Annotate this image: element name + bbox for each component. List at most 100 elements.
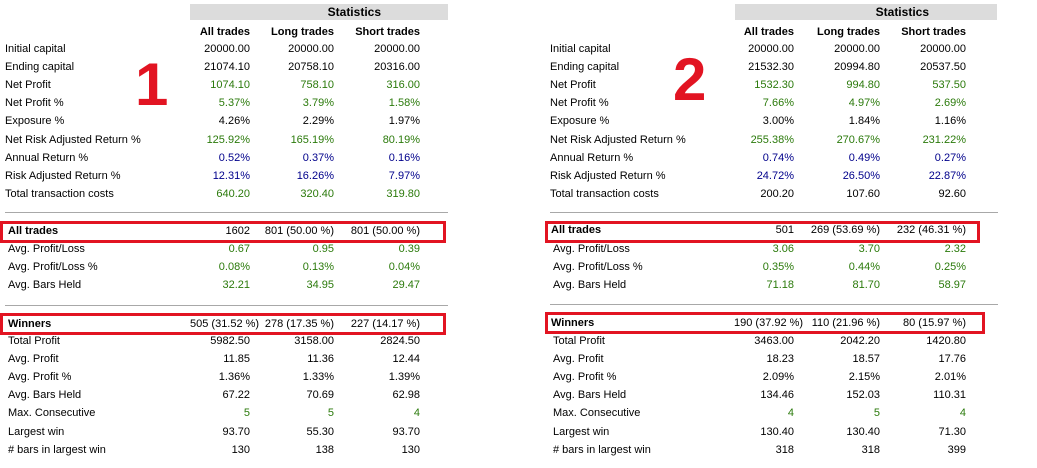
long-trades-value: 1.33% — [302, 371, 334, 383]
stat-row: Avg. Bars Held 71.18 81.70 58.97 — [545, 277, 1000, 294]
short-trades-value: 17.76 — [938, 353, 966, 365]
all-trades-value: 0.35% — [762, 261, 794, 273]
divider — [5, 212, 448, 213]
stat-label: Annual Return % — [5, 152, 89, 164]
statistics-panel-2: Statistics All trades Long trades Short … — [545, 0, 1000, 468]
column-header-all-trades: All trades — [743, 26, 794, 38]
stat-label: Avg. Profit % — [8, 371, 72, 383]
all-trades-value: 200.20 — [760, 188, 794, 200]
all-trades-value: 125.92% — [206, 134, 250, 146]
stat-label: Largest win — [553, 426, 610, 438]
stat-label: Avg. Bars Held — [8, 279, 82, 291]
short-trades-value: 399 — [947, 444, 966, 456]
stat-row: Avg. Profit/Loss % 0.08% 0.13% 0.04% — [0, 259, 450, 276]
long-trades-value: 165.19% — [290, 134, 334, 146]
all-trades-value: 318 — [775, 444, 794, 456]
long-trades-value: 107.60 — [846, 188, 880, 200]
section-header-row: All trades 1602 801 (50.00 %) 801 (50.00 %) — [0, 223, 450, 240]
stat-label: Avg. Profit/Loss % — [553, 261, 643, 273]
winners-highlight-box — [545, 312, 985, 334]
stat-row: Total transaction costs 200.20 107.60 92.60 — [545, 186, 1000, 203]
all-trades-highlight-box — [0, 221, 446, 243]
stat-label: Largest win — [8, 426, 65, 438]
long-trades-value: 20994.80 — [834, 61, 880, 73]
stat-label: All trades — [551, 224, 602, 236]
stat-label: Avg. Profit % — [553, 371, 617, 383]
short-trades-value: 0.39 — [398, 243, 420, 255]
stat-row: Avg. Bars Held 32.21 34.95 29.47 — [0, 277, 450, 294]
long-trades-value: 994.80 — [846, 79, 880, 91]
stat-row: Net Risk Adjusted Return % 125.92% 165.19%… — [0, 132, 450, 149]
stat-label: Initial capital — [550, 43, 611, 55]
stat-label: Ending capital — [550, 61, 620, 73]
short-trades-value: 537.50 — [932, 79, 966, 91]
column-header-short-trades: Short trades — [901, 26, 966, 38]
long-trades-value: 11.36 — [307, 353, 334, 365]
stat-label: Max. Consecutive — [553, 407, 641, 419]
long-trades-value: 5 — [327, 407, 334, 419]
stat-row: Initial capital 20000.00 20000.00 20000.00 — [545, 41, 1000, 58]
stat-row: Avg. Profit % 2.09% 2.15% 2.01% — [545, 369, 1000, 386]
stat-row: Net Risk Adjusted Return % 255.38% 270.67%… — [545, 132, 1000, 149]
stat-row: Ending capital 21074.10 20758.10 20316.00 — [0, 59, 450, 76]
section-header-row: Winners 190 (37.92 %) 110 (21.96 %) 80 (15.… — [545, 315, 1000, 332]
stat-row: # bars in largest win 318 318 399 — [545, 442, 1000, 459]
stat-row: # bars in largest win 130 138 130 — [0, 442, 450, 459]
long-trades-value: 26.50% — [842, 170, 880, 182]
long-trades-value: 0.49% — [848, 152, 880, 164]
all-trades-value: 7.66% — [762, 97, 794, 109]
all-trades-value: 3.06 — [772, 243, 794, 255]
all-trades-value: 134.46 — [760, 389, 794, 401]
stat-label: Total Profit — [553, 335, 605, 347]
stat-row: Total Profit 5982.50 3158.00 2824.50 — [0, 333, 450, 350]
stat-label: Net Risk Adjusted Return % — [550, 134, 686, 146]
stat-row: Net Profit 1074.10 758.10 316.00 — [0, 77, 450, 94]
all-trades-value: 20000.00 — [204, 43, 250, 55]
stat-row: Avg. Profit 18.23 18.57 17.76 — [545, 351, 1000, 368]
stat-label: # bars in largest win — [553, 444, 651, 456]
all-trades-value: 0.74% — [762, 152, 794, 164]
stat-label: All trades — [8, 225, 59, 237]
stat-label: Net Profit — [550, 79, 596, 91]
long-trades-value: 3158.00 — [294, 335, 334, 347]
long-trades-value: 16.26% — [296, 170, 334, 182]
stat-label: Avg. Profit — [8, 353, 59, 365]
long-trades-value: 5 — [873, 407, 880, 419]
stat-row: Net Profit % 5.37% 3.79% 1.58% — [0, 95, 450, 112]
marker-number: 2 — [673, 46, 707, 113]
long-trades-value: 2.29% — [302, 115, 334, 127]
all-trades-value: 5 — [243, 407, 250, 419]
long-trades-value: 758.10 — [300, 79, 334, 91]
stat-row: Avg. Profit/Loss 0.67 0.95 0.39 — [0, 241, 450, 258]
stat-label: Risk Adjusted Return % — [5, 170, 121, 182]
stat-label: Max. Consecutive — [8, 407, 96, 419]
stat-label: Avg. Bars Held — [8, 389, 82, 401]
short-trades-value: 231.22% — [922, 134, 966, 146]
short-trades-value: 29.47 — [392, 279, 420, 291]
all-trades-value: 12.31% — [212, 170, 250, 182]
long-trades-value: 3.70 — [858, 243, 880, 255]
short-trades-value: 0.27% — [934, 152, 966, 164]
short-trades-value: 110.31 — [933, 389, 966, 401]
long-trades-value: 20758.10 — [288, 61, 334, 73]
short-trades-value: 62.98 — [392, 389, 420, 401]
short-trades-value: 232 (46.31 %) — [896, 224, 966, 236]
short-trades-value: 7.97% — [388, 170, 420, 182]
short-trades-value: 58.97 — [938, 279, 966, 291]
stat-row: Risk Adjusted Return % 24.72% 26.50% 22.87% — [545, 168, 1000, 185]
long-trades-value: 81.70 — [852, 279, 880, 291]
stat-label: Exposure % — [5, 115, 65, 127]
short-trades-value: 2.69% — [934, 97, 966, 109]
all-trades-value: 93.70 — [222, 426, 250, 438]
short-trades-value: 71.30 — [938, 426, 966, 438]
short-trades-value: 20316.00 — [374, 61, 420, 73]
all-trades-value: 0.52% — [218, 152, 250, 164]
all-trades-value: 24.72% — [756, 170, 794, 182]
stat-label: Avg. Profit/Loss — [8, 243, 85, 255]
short-trades-value: 316.00 — [386, 79, 420, 91]
all-trades-value: 21074.10 — [204, 61, 250, 73]
short-trades-value: 20537.50 — [920, 61, 966, 73]
all-trades-value: 501 — [775, 224, 794, 236]
long-trades-value: 0.13% — [302, 261, 334, 273]
stat-label: Total transaction costs — [550, 188, 659, 200]
